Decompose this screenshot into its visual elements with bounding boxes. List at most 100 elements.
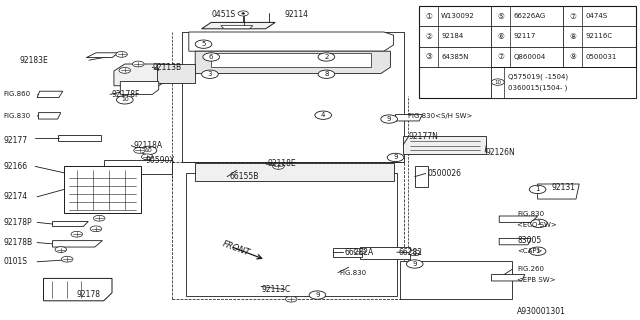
Text: <CAP>: <CAP> — [517, 248, 543, 254]
Circle shape — [406, 260, 423, 268]
Text: ⑤: ⑤ — [497, 12, 504, 21]
Text: 92177N: 92177N — [408, 132, 438, 141]
Circle shape — [132, 61, 144, 67]
Polygon shape — [38, 113, 61, 119]
Text: 1: 1 — [536, 220, 541, 226]
Text: 0101S: 0101S — [3, 257, 27, 266]
Polygon shape — [104, 160, 172, 182]
Text: 92118A: 92118A — [133, 141, 163, 150]
Text: ③: ③ — [425, 52, 432, 61]
Polygon shape — [499, 216, 538, 222]
Polygon shape — [114, 64, 170, 86]
Text: 92126N: 92126N — [485, 148, 515, 156]
Polygon shape — [157, 64, 195, 83]
Circle shape — [140, 146, 157, 155]
Text: 66282A: 66282A — [344, 248, 374, 257]
Text: 92184: 92184 — [441, 34, 463, 39]
Text: 66155B: 66155B — [229, 172, 259, 181]
Circle shape — [242, 13, 244, 14]
Text: ⑦: ⑦ — [497, 52, 504, 61]
Text: FIG.830: FIG.830 — [339, 270, 366, 276]
Text: 92166: 92166 — [3, 162, 28, 171]
Text: Q575019( -1504): Q575019( -1504) — [508, 73, 568, 80]
Text: FRONT: FRONT — [221, 240, 251, 258]
Circle shape — [134, 148, 145, 153]
Circle shape — [90, 226, 102, 232]
Text: 5: 5 — [202, 41, 205, 47]
Text: 9: 9 — [387, 116, 392, 122]
Circle shape — [61, 256, 73, 262]
Polygon shape — [499, 238, 531, 245]
Polygon shape — [360, 247, 410, 259]
Text: FIG.830<S/H SW>: FIG.830<S/H SW> — [408, 113, 473, 119]
Text: FIG.860: FIG.860 — [3, 92, 30, 97]
Text: 92178F: 92178F — [112, 90, 140, 99]
Polygon shape — [400, 261, 512, 299]
Text: 92178B: 92178B — [3, 238, 33, 247]
Text: 92113B: 92113B — [152, 63, 182, 72]
Polygon shape — [333, 248, 362, 257]
Circle shape — [55, 247, 67, 252]
Text: 92183E: 92183E — [20, 56, 49, 65]
Text: 0474S: 0474S — [586, 13, 607, 20]
Text: 9: 9 — [393, 155, 398, 160]
Circle shape — [116, 52, 127, 57]
Text: <ECO SW>: <ECO SW> — [517, 222, 557, 228]
Circle shape — [93, 215, 105, 221]
Text: 0451S: 0451S — [211, 10, 236, 19]
Polygon shape — [86, 53, 118, 58]
Text: 6: 6 — [209, 54, 214, 60]
Circle shape — [354, 248, 365, 254]
Bar — [419, 6, 636, 98]
Polygon shape — [120, 82, 159, 94]
Text: 4: 4 — [321, 112, 325, 118]
Polygon shape — [44, 278, 112, 301]
Text: ⑥: ⑥ — [497, 32, 504, 41]
Circle shape — [529, 185, 546, 194]
Circle shape — [309, 291, 326, 299]
Text: 92118E: 92118E — [268, 159, 296, 168]
Text: 92114: 92114 — [285, 10, 309, 19]
Polygon shape — [195, 163, 394, 181]
Polygon shape — [189, 32, 394, 51]
Text: A930001301: A930001301 — [517, 308, 566, 316]
Text: ⑦: ⑦ — [570, 12, 576, 21]
Circle shape — [318, 53, 335, 61]
Text: Q860004: Q860004 — [513, 53, 545, 60]
Text: 0500031: 0500031 — [586, 53, 617, 60]
Circle shape — [318, 70, 335, 78]
Polygon shape — [52, 221, 88, 227]
Circle shape — [238, 11, 248, 16]
Text: 92116C: 92116C — [586, 34, 612, 39]
Text: W130092: W130092 — [441, 13, 475, 20]
Text: 90590X: 90590X — [146, 156, 175, 165]
Circle shape — [409, 250, 420, 256]
Text: 2: 2 — [324, 54, 328, 60]
Text: 9: 9 — [315, 292, 320, 298]
Circle shape — [387, 153, 404, 162]
Circle shape — [141, 154, 153, 160]
Circle shape — [492, 79, 504, 85]
Circle shape — [381, 115, 397, 123]
Text: 92117: 92117 — [513, 34, 536, 39]
Text: ②: ② — [425, 32, 432, 41]
Polygon shape — [52, 241, 102, 247]
Circle shape — [119, 68, 131, 73]
Text: ⑧: ⑧ — [570, 32, 576, 41]
Text: 92131: 92131 — [552, 183, 576, 192]
Polygon shape — [221, 26, 253, 29]
Circle shape — [195, 40, 212, 48]
Text: FIG.260: FIG.260 — [517, 267, 544, 272]
Text: 9: 9 — [412, 261, 417, 267]
Circle shape — [116, 96, 133, 104]
Text: 0360015(1504- ): 0360015(1504- ) — [508, 84, 568, 91]
Text: 92178: 92178 — [77, 290, 101, 299]
Text: 1: 1 — [535, 187, 540, 192]
Polygon shape — [58, 135, 101, 141]
Polygon shape — [202, 22, 275, 29]
Text: ⑨: ⑨ — [570, 52, 576, 61]
Text: 10: 10 — [145, 148, 152, 153]
Polygon shape — [64, 166, 141, 213]
Polygon shape — [396, 115, 422, 121]
Circle shape — [315, 111, 332, 119]
